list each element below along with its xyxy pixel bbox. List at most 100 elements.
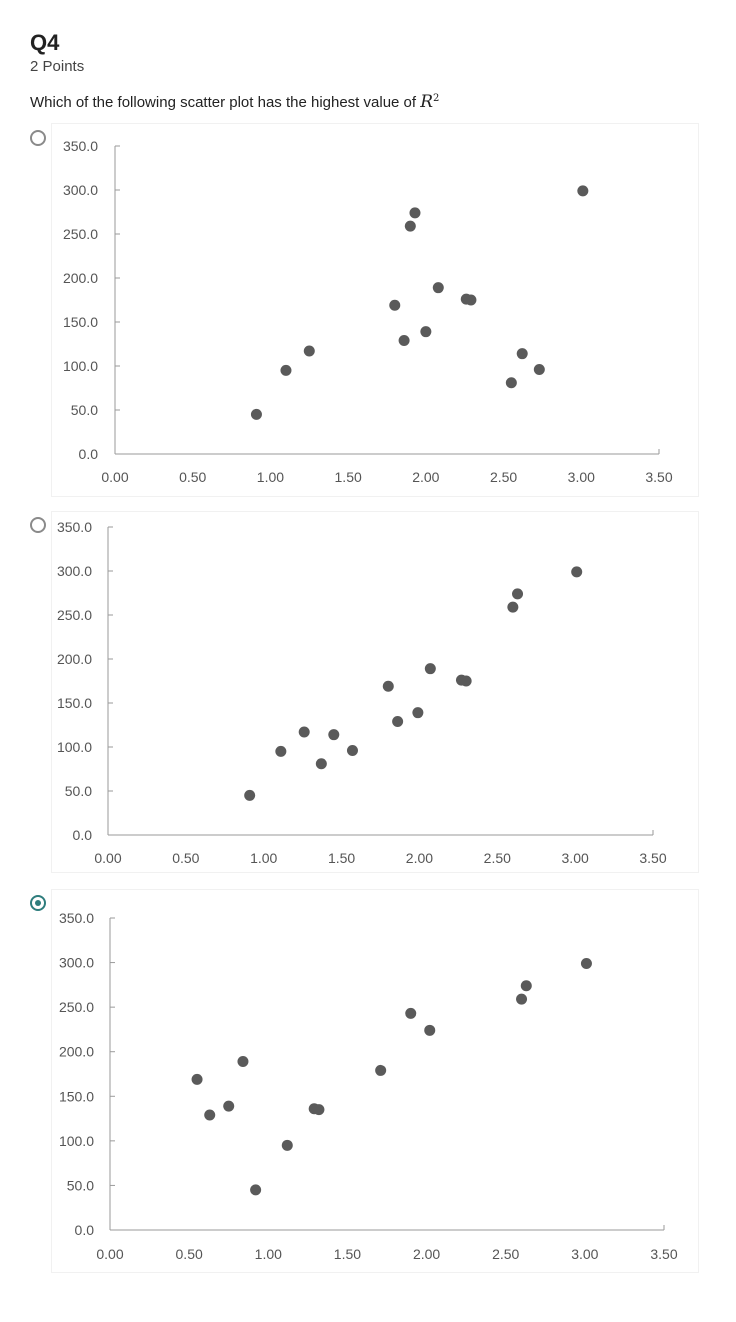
y-tick-label: 100.0 <box>59 1133 94 1149</box>
scatter-point <box>507 601 519 613</box>
y-tick-label: 0.0 <box>79 446 99 462</box>
scatter-point <box>460 675 472 687</box>
scatter-point <box>516 348 528 360</box>
x-tick-label: 2.50 <box>490 469 517 485</box>
scatter-point <box>244 789 256 801</box>
y-tick-label: 350.0 <box>59 910 94 926</box>
option-c-radio[interactable] <box>30 895 46 911</box>
question-prompt: Which of the following scatter plot has … <box>30 94 421 111</box>
option-c-scatter-plot: 0.0 50.0 100.0 150.0 200.0 250.0 300.0 350.0 0.0… <box>59 910 678 1262</box>
option-b-radio[interactable] <box>30 517 46 533</box>
x-tick-label: 0.00 <box>101 469 128 485</box>
option-a-chart: 0.0 50.0 100.0 150.0 200.0 250.0 300.0 350.0 0.0… <box>52 124 698 496</box>
scatter-point <box>328 729 340 741</box>
scatter-point <box>505 377 517 389</box>
option-c-chart: 0.0 50.0 100.0 150.0 200.0 250.0 300.0 350.0 0.0… <box>52 890 698 1272</box>
x-tick-label: 1.50 <box>335 469 362 485</box>
y-tick-label: 150.0 <box>57 695 92 711</box>
option-b-chart: 0.0 50.0 100.0 150.0 200.0 250.0 300.0 350.0 0.0… <box>52 512 698 872</box>
scatter-point <box>465 294 477 306</box>
option-b-scatter-plot: 0.0 50.0 100.0 150.0 200.0 250.0 300.0 350.0 0.0… <box>57 519 667 866</box>
question-text: Which of the following scatter plot has … <box>30 92 439 112</box>
scatter-point <box>516 993 528 1005</box>
scatter-point <box>275 745 287 757</box>
y-tick-label: 250.0 <box>59 999 94 1015</box>
scatter-point <box>432 282 444 294</box>
scatter-point <box>204 1109 216 1121</box>
option-a-scatter-plot: 0.0 50.0 100.0 150.0 200.0 250.0 300.0 350.0 0.0… <box>63 138 673 485</box>
scatter-point <box>346 745 358 757</box>
y-tick-label: 300.0 <box>57 563 92 579</box>
scatter-point <box>533 364 545 376</box>
y-tick-label: 0.0 <box>73 827 93 843</box>
r-symbol: R <box>420 92 434 112</box>
y-tick-label: 200.0 <box>57 651 92 667</box>
x-tick-label: 3.00 <box>571 1246 598 1262</box>
y-tick-label: 150.0 <box>59 1088 94 1104</box>
scatter-point <box>420 326 432 338</box>
y-tick-label: 350.0 <box>57 519 92 535</box>
scatter-point <box>580 957 592 969</box>
y-tick-label: 100.0 <box>63 358 98 374</box>
y-tick-label: 350.0 <box>63 138 98 154</box>
scatter-point <box>250 1184 262 1196</box>
question-title: Q4 <box>30 30 60 55</box>
x-tick-label: 3.50 <box>639 850 666 866</box>
x-tick-label: 0.50 <box>176 1246 203 1262</box>
scatter-point <box>398 334 410 346</box>
y-tick-label: 250.0 <box>57 607 92 623</box>
x-tick-label: 1.00 <box>257 469 284 485</box>
y-tick-label: 100.0 <box>57 739 92 755</box>
y-tick-label: 50.0 <box>67 1177 94 1193</box>
x-tick-label: 2.00 <box>412 469 439 485</box>
scatter-point <box>281 1139 293 1151</box>
r-superscript: 2 <box>433 93 440 104</box>
scatter-point <box>404 220 416 232</box>
y-tick-label: 200.0 <box>59 1044 94 1060</box>
scatter-point <box>392 715 404 727</box>
scatter-point <box>313 1104 325 1116</box>
x-tick-label: 3.50 <box>650 1246 677 1262</box>
scatter-point <box>520 980 532 992</box>
x-tick-label: 0.50 <box>179 469 206 485</box>
x-tick-label: 0.00 <box>96 1246 123 1262</box>
scatter-point <box>191 1073 203 1085</box>
scatter-point <box>303 345 315 357</box>
question-points: 2 Points <box>30 58 85 75</box>
x-tick-label: 3.00 <box>568 469 595 485</box>
y-tick-label: 250.0 <box>63 226 98 242</box>
scatter-point <box>424 663 436 675</box>
scatter-point <box>223 1100 235 1112</box>
scatter-point <box>412 707 424 719</box>
scatter-point <box>577 185 589 197</box>
scatter-point <box>237 1056 249 1068</box>
scatter-point <box>250 408 262 420</box>
y-tick-label: 300.0 <box>59 955 94 971</box>
x-tick-label: 2.00 <box>406 850 433 866</box>
y-tick-label: 150.0 <box>63 314 98 330</box>
scatter-point <box>280 364 292 376</box>
scatter-point <box>571 566 583 578</box>
y-tick-label: 300.0 <box>63 182 98 198</box>
x-tick-label: 3.00 <box>562 850 589 866</box>
scatter-point <box>382 680 394 692</box>
x-tick-label: 1.00 <box>255 1246 282 1262</box>
scatter-point <box>315 758 327 770</box>
scatter-point <box>405 1007 417 1019</box>
scatter-point <box>409 207 421 219</box>
x-tick-label: 1.50 <box>328 850 355 866</box>
y-tick-label: 0.0 <box>75 1222 95 1238</box>
x-tick-label: 2.00 <box>413 1246 440 1262</box>
x-tick-label: 3.50 <box>645 469 672 485</box>
x-tick-label: 1.50 <box>334 1246 361 1262</box>
x-tick-label: 0.50 <box>172 850 199 866</box>
x-tick-label: 2.50 <box>484 850 511 866</box>
x-tick-label: 1.00 <box>250 850 277 866</box>
option-a-radio[interactable] <box>30 130 46 146</box>
y-tick-label: 50.0 <box>71 402 98 418</box>
scatter-point <box>298 726 310 738</box>
y-tick-label: 200.0 <box>63 270 98 286</box>
scatter-point <box>389 299 401 311</box>
x-tick-label: 2.50 <box>492 1246 519 1262</box>
x-tick-label: 0.00 <box>94 850 121 866</box>
